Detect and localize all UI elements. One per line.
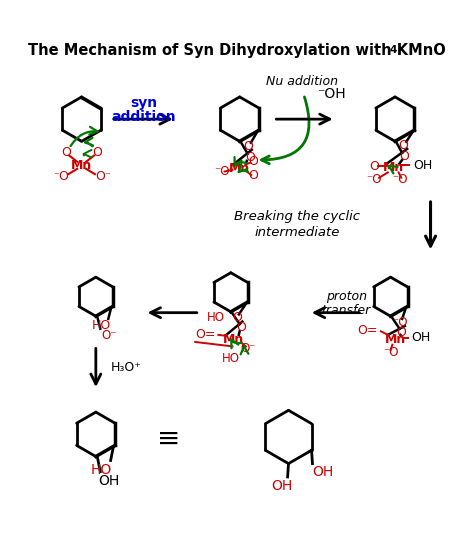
Text: intermediate: intermediate [255, 226, 340, 239]
Text: O⁻: O⁻ [240, 342, 255, 355]
Text: HO: HO [207, 312, 225, 325]
Text: O: O [58, 170, 68, 183]
Text: Mn: Mn [223, 333, 244, 346]
Text: H₃O⁺: H₃O⁺ [111, 361, 142, 374]
Text: ⁻: ⁻ [53, 171, 59, 181]
Text: HO: HO [91, 320, 111, 333]
Text: O: O [246, 151, 255, 164]
Text: O=: O= [357, 324, 377, 337]
Text: Nu addition: Nu addition [266, 75, 338, 88]
Text: O: O [95, 170, 105, 183]
Text: O: O [243, 140, 253, 153]
Text: 4: 4 [390, 44, 397, 55]
Text: The Mechanism of Syn Dihydroxylation with KMnO: The Mechanism of Syn Dihydroxylation wit… [28, 43, 446, 58]
Text: O: O [399, 139, 409, 152]
Text: syn: syn [130, 96, 157, 110]
Text: O: O [248, 169, 258, 182]
Text: OH: OH [312, 465, 334, 479]
Text: O: O [399, 150, 409, 163]
Text: HO: HO [222, 352, 240, 365]
Text: ⁻O: ⁻O [366, 173, 382, 186]
Text: O: O [92, 147, 101, 160]
Text: OH: OH [413, 159, 432, 172]
Text: O⁻: O⁻ [101, 329, 117, 342]
Text: O: O [62, 147, 72, 160]
Text: HO: HO [91, 463, 112, 477]
Text: Breaking the cyclic: Breaking the cyclic [234, 210, 360, 223]
Text: O: O [248, 155, 258, 168]
Text: ⁻O: ⁻O [383, 346, 398, 359]
Text: transfer: transfer [321, 305, 371, 318]
Text: ⁻: ⁻ [104, 171, 110, 181]
Text: O: O [396, 326, 406, 339]
Text: OH: OH [271, 479, 292, 493]
Text: Mn: Mn [71, 159, 92, 172]
Text: addition: addition [111, 110, 176, 124]
Text: ≡: ≡ [157, 425, 180, 453]
Text: Mn: Mn [383, 161, 404, 174]
Text: Mn: Mn [229, 162, 250, 175]
Text: ⁻OH: ⁻OH [317, 87, 346, 101]
Text: O: O [232, 312, 242, 325]
Text: OH: OH [411, 331, 430, 344]
Text: O=: O= [195, 328, 216, 341]
Text: ⁻O: ⁻O [392, 316, 407, 329]
Text: proton: proton [326, 290, 367, 303]
Text: ⁻O: ⁻O [214, 165, 230, 178]
Text: O: O [369, 160, 379, 173]
Text: Mn: Mn [384, 333, 406, 346]
Text: OH: OH [99, 474, 120, 489]
Text: ⁻O: ⁻O [392, 173, 408, 186]
Text: O: O [237, 321, 246, 334]
